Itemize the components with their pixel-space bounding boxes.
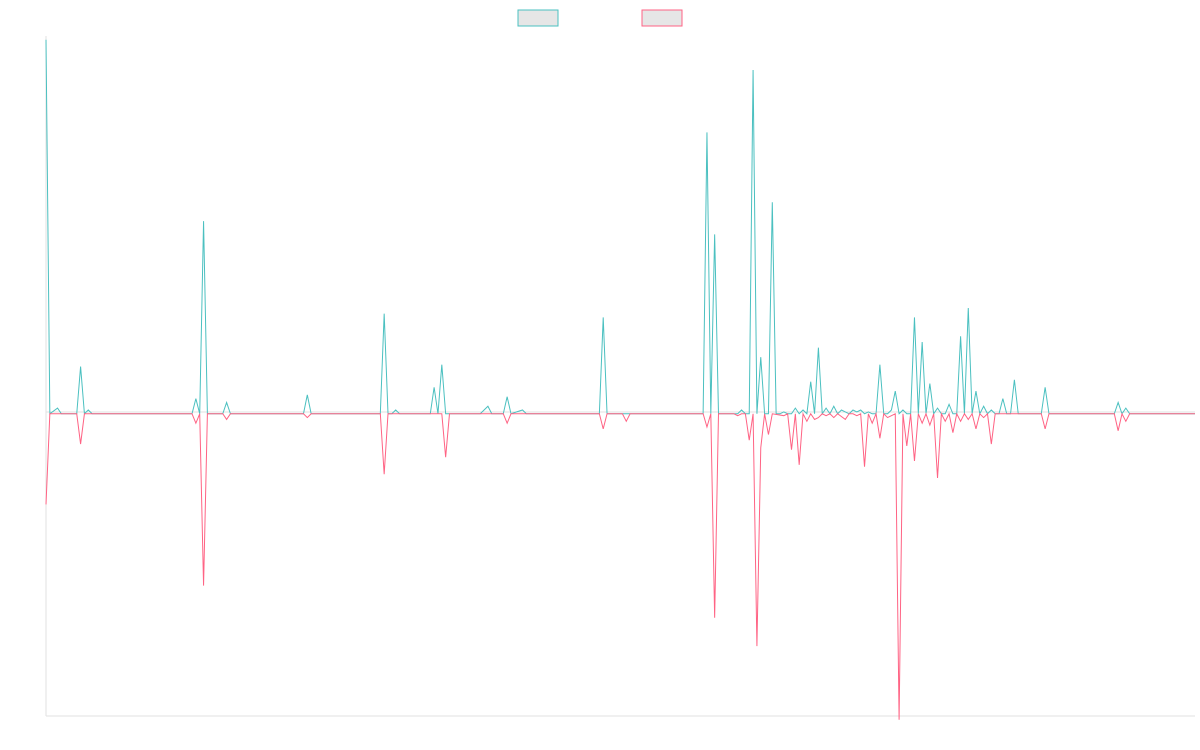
series-2-line [45, 411, 1195, 720]
legend-swatch-series-2[interactable] [641, 9, 683, 27]
legend-swatch-series-1[interactable] [517, 9, 559, 27]
series-1 [45, 39, 1195, 416]
series-2 [45, 411, 1195, 720]
series-layer [45, 39, 1195, 720]
series-1-line [45, 39, 1195, 416]
legend[interactable] [517, 9, 683, 27]
